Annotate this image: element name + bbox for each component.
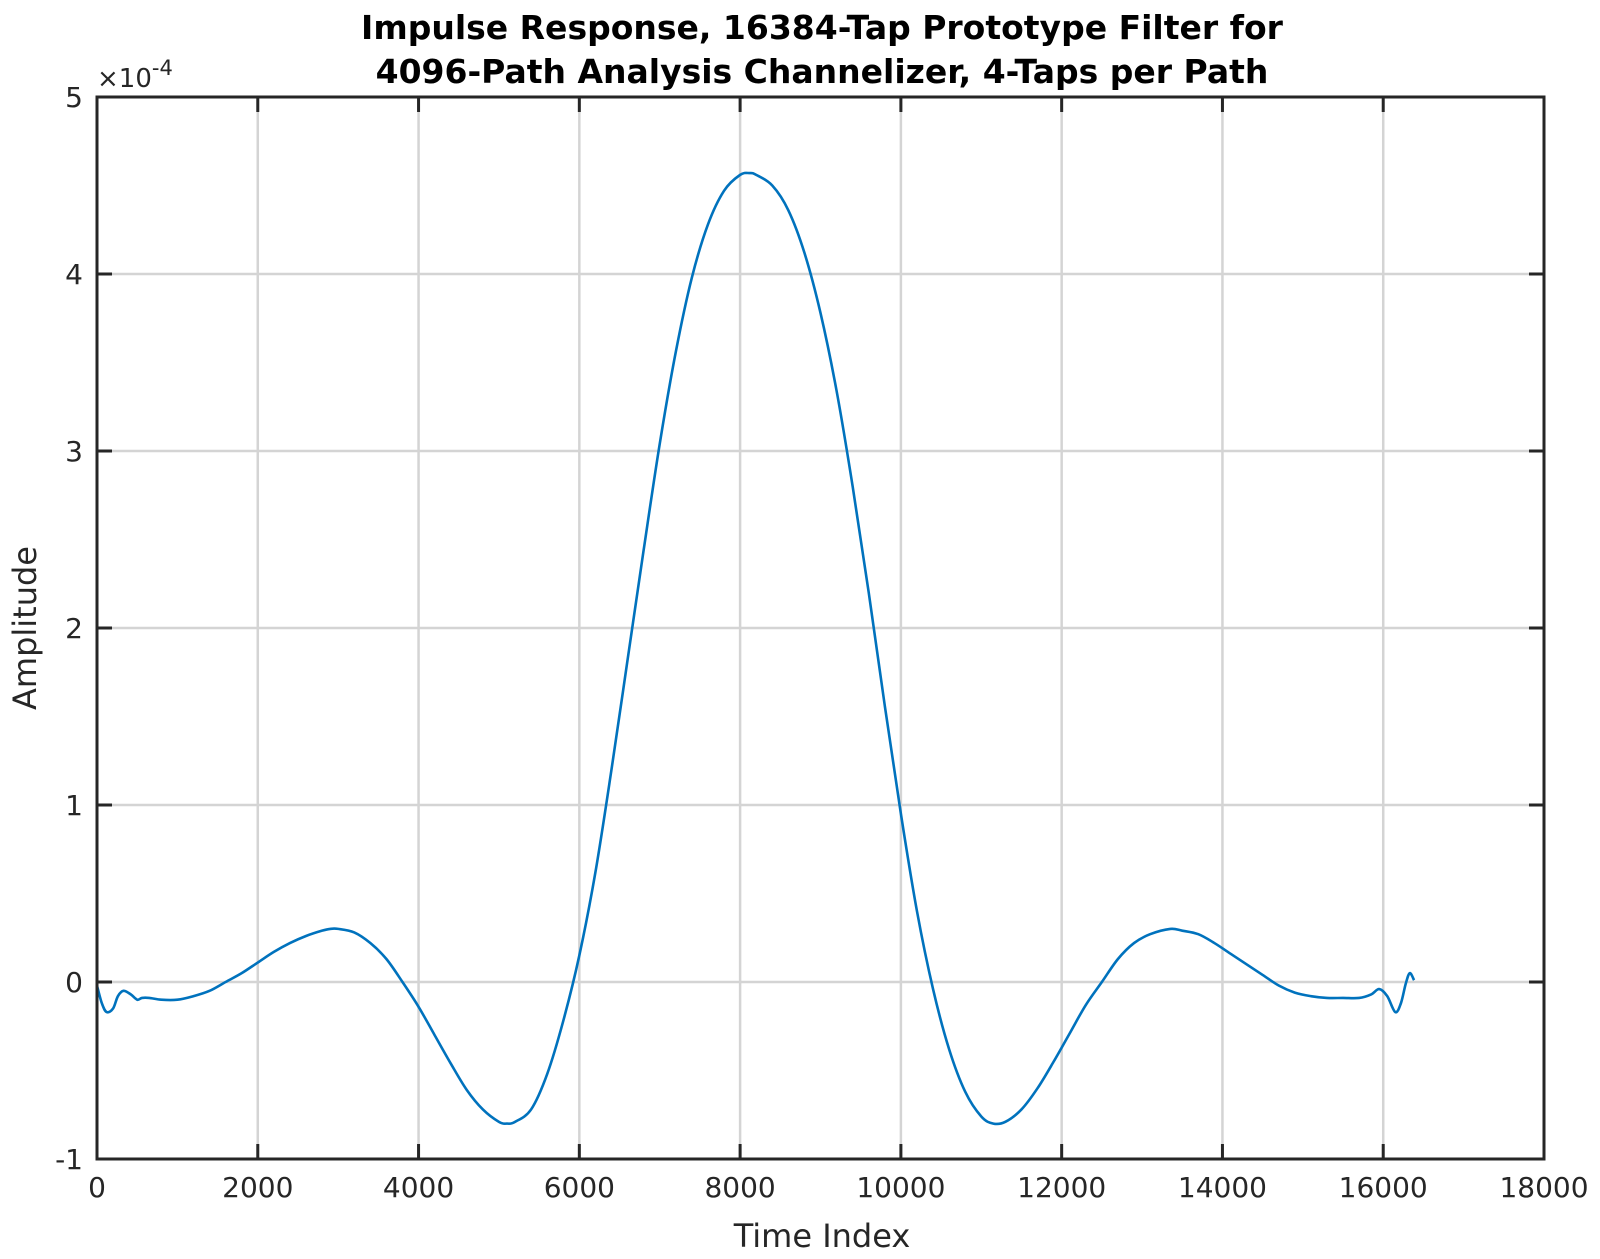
y-tick-labels: -1 0 1 2 3 4 5 <box>55 81 83 1176</box>
y-multiplier-base: ×10 <box>97 64 152 94</box>
x-tick-label: 16000 <box>1339 1171 1428 1204</box>
x-tick-label: 6000 <box>544 1171 615 1204</box>
y-axis-multiplier: ×10-4 <box>97 56 173 94</box>
x-tick-label: 0 <box>88 1171 106 1204</box>
axes-box <box>95 95 1546 1161</box>
x-tick-label: 8000 <box>704 1171 775 1204</box>
series-line <box>95 171 1416 1126</box>
x-tick-label: 12000 <box>1017 1171 1106 1204</box>
y-tick-label: 4 <box>65 258 83 291</box>
y-tick-label: 5 <box>65 81 83 114</box>
x-axis-label: Time Index <box>733 1217 911 1255</box>
y-tick-label: 1 <box>65 789 83 822</box>
x-tick-label: 4000 <box>383 1171 454 1204</box>
chart-title-line-2: 4096-Path Analysis Channelizer, 4-Taps p… <box>376 52 1269 91</box>
y-multiplier-exponent: -4 <box>152 56 173 80</box>
y-tick-label: 0 <box>65 966 83 999</box>
x-tick-label: 2000 <box>222 1171 293 1204</box>
x-tick-labels: 0 2000 4000 6000 8000 10000 12000 14000 16000 180… <box>88 1171 1588 1204</box>
x-tick-label: 10000 <box>856 1171 945 1204</box>
grid-lines <box>97 97 1544 1159</box>
x-tick-label: 18000 <box>1499 1171 1588 1204</box>
y-tick-label: -1 <box>55 1143 83 1176</box>
y-tick-label: 2 <box>65 612 83 645</box>
y-axis-label: Amplitude <box>6 546 44 710</box>
x-tick-label: 14000 <box>1178 1171 1267 1204</box>
y-tick-label: 3 <box>65 435 83 468</box>
chart-title-line-1: Impulse Response, 16384-Tap Prototype Fi… <box>361 8 1284 47</box>
